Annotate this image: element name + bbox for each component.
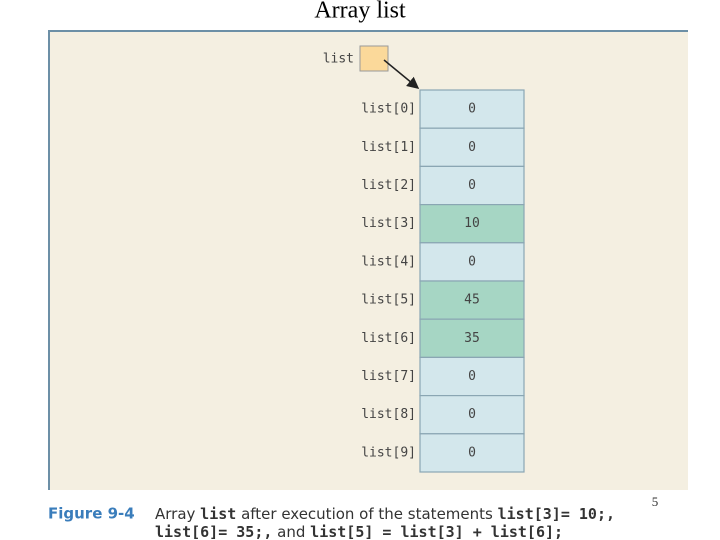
cell-value: 0 [468,445,476,460]
caption-line: Array list after execution of the statem… [155,505,615,523]
array-cell [419,356,525,397]
figure-panel [48,30,688,490]
cell-label: list[5] [361,293,416,308]
pointer-label: list [323,52,354,67]
pointer-box [359,45,389,72]
cell-label: list[8] [361,407,416,422]
caption-text: and [272,523,310,540]
cell-value: 35 [464,331,480,346]
array-cell [419,204,525,244]
array-cell [419,318,525,359]
cell-value: 0 [468,102,476,117]
cell-label: list[1] [361,140,416,155]
cell-value: 0 [468,254,476,269]
array-cell [419,433,525,473]
cell-value: 0 [468,178,476,193]
cell-value: 45 [464,293,480,308]
caption-text: after execution of the statements [236,505,497,523]
caption-code: list[3]= 10;, [498,505,615,523]
cell-label: list[3] [361,216,416,231]
caption-text: Array [155,505,200,523]
cell-value: 0 [468,369,476,384]
cell-value: 0 [468,140,476,155]
caption-code: list[6]= 35;, [155,523,272,540]
array: 0 list[0] 0 list[1] 0 list[2] 10 list[3] 0 list[4… [361,89,525,473]
cell-label: list[7] [361,369,416,384]
array-cell [419,242,525,282]
array-cell [419,280,525,320]
page-number: 5 [652,494,659,509]
pointer-arrow [383,59,420,89]
caption-line: list[6]= 35;, and list[5] = list[3] + li… [155,523,563,540]
slide-title: Array list [314,0,406,24]
cell-value: 10 [464,216,480,231]
caption-code: list [200,505,236,523]
cell-label: list[2] [361,178,416,193]
figure-label: Figure 9-4 [48,505,135,523]
cell-label: list[6] [361,331,416,346]
cell-label: list[4] [361,254,416,269]
cell-label: list[9] [361,445,416,460]
caption-code: list[5] = list[3] + list[6]; [310,523,563,540]
cell-value: 0 [468,407,476,422]
cell-label: list[0] [361,102,416,117]
